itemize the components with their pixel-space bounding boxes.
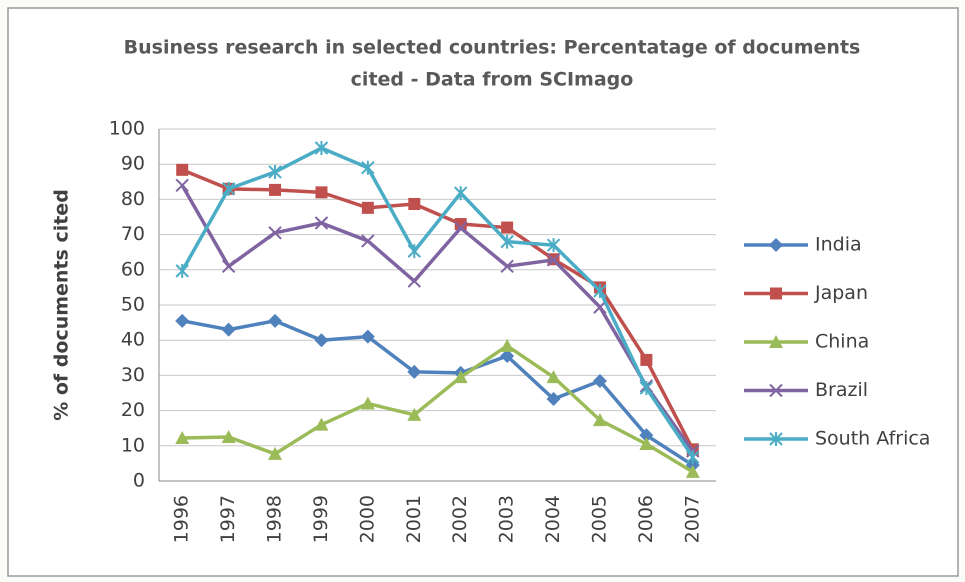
marker [221, 430, 236, 443]
marker [453, 370, 468, 384]
marker [175, 431, 190, 445]
marker [592, 413, 607, 427]
marker [686, 450, 700, 465]
marker [407, 407, 422, 421]
chart-title: Business research in selected countries:… [124, 37, 861, 59]
legend-label: Brazil [815, 379, 868, 401]
legend-label: China [815, 331, 869, 353]
marker [221, 259, 236, 273]
marker [315, 186, 328, 199]
x-tick-label: 2006 [635, 495, 657, 543]
marker [268, 164, 282, 179]
x-tick-label: 1997 [217, 495, 239, 543]
marker [593, 283, 607, 298]
marker [592, 374, 607, 389]
marker [407, 274, 421, 288]
marker [361, 160, 375, 175]
legend-label: South Africa [815, 428, 930, 450]
marker [314, 333, 329, 348]
x-tick-label: 1998 [264, 495, 286, 543]
marker [639, 428, 654, 443]
marker [501, 221, 514, 234]
x-tick-label: 2003 [496, 495, 518, 543]
x-tick-label: 2004 [542, 495, 564, 543]
marker [314, 141, 329, 156]
x-tick-label: 2002 [449, 495, 471, 543]
marker [639, 381, 654, 396]
x-tick-label: 2005 [588, 495, 610, 543]
marker [769, 432, 783, 446]
series-line [181, 319, 694, 467]
y-tick-label: 100 [109, 118, 145, 140]
marker [500, 338, 515, 352]
marker [769, 383, 783, 398]
chart-title: cited - Data from SCImago [351, 69, 634, 91]
marker [769, 238, 783, 252]
marker [546, 370, 561, 384]
marker [175, 263, 189, 278]
marker [500, 349, 515, 364]
y-tick-label: 40 [121, 329, 145, 351]
marker [500, 259, 514, 273]
marker [221, 181, 236, 196]
y-tick-label: 20 [121, 399, 145, 421]
x-tick-label: 2001 [403, 495, 425, 543]
x-tick-label: 2007 [681, 495, 703, 543]
marker [221, 322, 236, 337]
marker [546, 238, 561, 253]
marker [314, 216, 329, 230]
marker [408, 197, 421, 210]
marker [175, 178, 189, 193]
marker [360, 396, 375, 410]
marker [176, 163, 189, 176]
marker [314, 417, 329, 431]
y-tick-label: 10 [121, 434, 145, 456]
marker [769, 335, 783, 348]
x-tick-label: 2000 [356, 495, 378, 543]
y-tick-label: 90 [121, 153, 145, 175]
marker [546, 391, 561, 406]
y-tick-label: 0 [133, 470, 145, 492]
marker [268, 446, 283, 460]
y-tick-label: 80 [121, 188, 145, 210]
series-line [181, 168, 695, 451]
series-line [182, 344, 694, 474]
y-tick-label: 70 [121, 223, 145, 245]
legend-label: Japan [814, 282, 868, 304]
marker [268, 313, 283, 328]
marker [175, 313, 190, 328]
marker [269, 183, 282, 196]
marker [685, 464, 700, 478]
y-axis-label: % of documents cited [51, 189, 73, 421]
marker [268, 226, 282, 240]
x-tick-label: 1999 [310, 495, 332, 543]
y-tick-label: 30 [121, 364, 145, 386]
marker [454, 221, 468, 235]
marker [500, 234, 514, 249]
series-line [180, 184, 695, 453]
marker [407, 244, 421, 259]
marker [639, 437, 654, 451]
marker [640, 353, 653, 366]
marker [454, 218, 467, 231]
x-tick-label: 1996 [171, 495, 193, 543]
marker [360, 329, 375, 344]
marker [454, 186, 468, 201]
marker [361, 234, 375, 248]
y-tick-label: 60 [121, 258, 145, 280]
marker [770, 287, 782, 300]
series-line [180, 146, 695, 459]
y-tick-label: 50 [121, 294, 145, 316]
legend-label: India [815, 234, 862, 256]
marker [407, 364, 422, 379]
marker [361, 201, 374, 214]
marker [546, 253, 561, 267]
